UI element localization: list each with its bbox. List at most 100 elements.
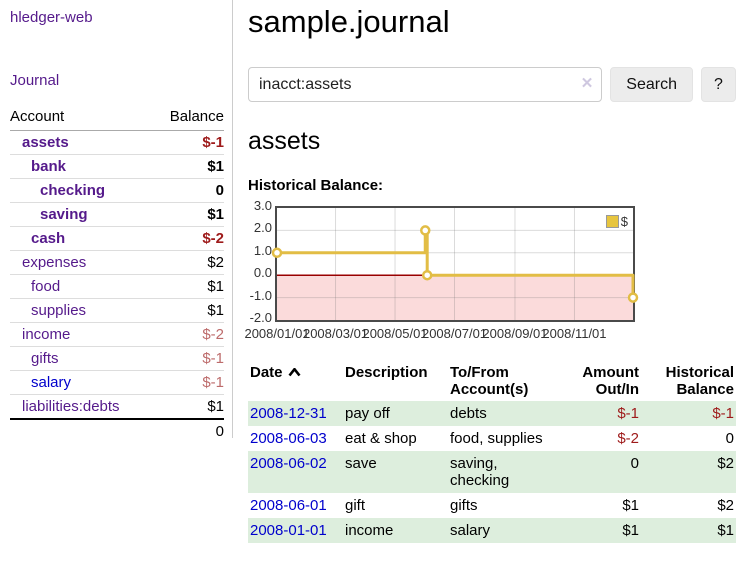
main-content: sample.journal ✕ Search ? assets Histori… <box>244 0 736 543</box>
register-table: Date Description To/From Account(s) Amou… <box>248 361 736 543</box>
accounts-header-balance: Balance <box>153 105 224 131</box>
chart-title: Historical Balance: <box>248 177 384 194</box>
transaction-date-link[interactable]: 2008-06-02 <box>250 455 327 472</box>
chart-legend: $ <box>605 214 628 229</box>
transaction-balance: $-1 <box>712 405 734 422</box>
y-axis-label: -1.0 <box>249 287 272 303</box>
accounts-header-account: Account <box>10 105 154 131</box>
account-row: supplies $1 <box>10 298 224 323</box>
account-row: expenses $2 <box>10 250 224 275</box>
account-balance: $1 <box>153 154 224 179</box>
account-row: bank $1 <box>10 154 224 179</box>
account-row: liabilities:debts $1 <box>10 394 224 419</box>
register-header-date: Date <box>248 361 345 401</box>
account-link-checking[interactable]: checking <box>40 182 106 199</box>
account-balance: $1 <box>153 274 224 299</box>
account-link-expenses[interactable]: expenses <box>22 254 87 271</box>
register-header-amount: Amount Out/In <box>582 364 639 398</box>
register-header-description: Description <box>345 364 428 381</box>
accounts-total-row: 0 <box>10 418 224 443</box>
historical-balance-chart: $ 3.0 2.0 1.0 0.0 -1.0 -2.0 2008/01/01 2008/03/… <box>244 199 736 344</box>
account-row: gifts $-1 <box>10 346 224 371</box>
y-axis-label: 1.0 <box>253 242 272 258</box>
transaction-balance: 0 <box>725 430 734 447</box>
transaction-description: eat & shop <box>345 430 417 447</box>
account-link-liabilities-debts[interactable]: liabilities:debts <box>22 398 120 415</box>
account-balance: $2 <box>153 250 224 275</box>
transaction-description: pay off <box>345 405 390 422</box>
transaction-balance: $1 <box>717 522 734 539</box>
legend-swatch-icon <box>605 215 619 228</box>
account-balance: 0 <box>153 178 224 203</box>
accounts-header-row: Account Balance <box>10 105 224 131</box>
x-axis-label: 2008/07/01 <box>421 326 488 341</box>
account-row: salary $-1 <box>10 370 224 395</box>
account-link-food[interactable]: food <box>31 278 61 295</box>
account-link-cash[interactable]: cash <box>31 230 66 247</box>
page-title: sample.journal <box>248 4 450 39</box>
register-row: 2008-01-01 income salary $1 $1 <box>248 518 736 543</box>
x-axis-label: 2008/09/01 <box>482 326 548 341</box>
sidebar-item-journal[interactable]: Journal <box>10 72 60 89</box>
x-axis-label: 2008/03/01 <box>302 326 369 341</box>
app-title-link[interactable]: hledger-web <box>10 9 93 26</box>
account-heading: assets <box>248 127 321 155</box>
transaction-amount: $1 <box>622 497 639 514</box>
account-link-supplies[interactable]: supplies <box>31 302 87 319</box>
account-link-saving[interactable]: saving <box>40 206 88 223</box>
transaction-date-link[interactable]: 2008-06-03 <box>250 430 327 447</box>
transaction-accounts: debts <box>450 405 487 422</box>
transaction-amount: $-2 <box>617 430 639 447</box>
transaction-date-link[interactable]: 2008-06-01 <box>250 497 327 514</box>
register-row: 2008-06-02 save saving, checking 0 $2 <box>248 451 736 493</box>
transaction-amount: 0 <box>630 455 639 472</box>
help-button[interactable]: ? <box>701 67 736 102</box>
account-balance: $-1 <box>153 346 224 371</box>
register-header-date-label: Date <box>250 364 283 381</box>
x-axis-label: 2008/05/01 <box>362 326 428 341</box>
transaction-balance: $2 <box>717 497 734 514</box>
register-header-row: Date Description To/From Account(s) Amou… <box>248 361 736 401</box>
transaction-date-link[interactable]: 2008-12-31 <box>250 405 327 422</box>
account-row: saving $1 <box>10 202 224 227</box>
sort-ascending-icon[interactable] <box>287 364 301 381</box>
x-axis-label: 2008/11/01 <box>542 326 607 341</box>
search-button[interactable]: Search <box>610 67 693 102</box>
accounts-table: Account Balance assets $-1 bank $1 check… <box>10 105 224 443</box>
account-row: income $-2 <box>10 322 224 347</box>
account-link-bank[interactable]: bank <box>31 158 67 175</box>
clear-search-icon[interactable]: ✕ <box>580 75 594 92</box>
account-row: checking 0 <box>10 178 224 203</box>
chart-plot: $ <box>271 206 639 322</box>
register-header-accounts: To/From Account(s) <box>450 364 529 398</box>
account-row: food $1 <box>10 274 224 299</box>
search-bar: ✕ Search ? <box>248 67 736 102</box>
accounts-total-value: 0 <box>153 418 224 443</box>
sidebar: hledger-web Journal Account Balance asse… <box>0 0 233 443</box>
y-axis-label: -2.0 <box>249 310 272 325</box>
account-link-gifts[interactable]: gifts <box>31 350 59 367</box>
account-balance: $1 <box>153 298 224 323</box>
transaction-description: gift <box>345 497 366 514</box>
transaction-date-link[interactable]: 2008-01-01 <box>250 522 327 539</box>
account-link-salary[interactable]: salary <box>31 374 72 391</box>
legend-label: $ <box>620 214 628 229</box>
x-axis-label: 2008/01/01 <box>244 326 310 341</box>
transaction-amount: $1 <box>622 522 639 539</box>
account-row: cash $-2 <box>10 226 224 251</box>
account-balance: $1 <box>153 394 224 419</box>
transaction-accounts: food, supplies <box>450 430 543 447</box>
y-axis-label: 0.0 <box>253 265 272 281</box>
transaction-description: save <box>345 455 377 472</box>
transaction-accounts: salary <box>450 522 491 539</box>
transaction-description: income <box>345 522 394 539</box>
account-link-assets[interactable]: assets <box>22 134 69 151</box>
y-axis-label: 2.0 <box>253 220 272 236</box>
chart-svg <box>271 208 639 320</box>
search-input[interactable] <box>248 67 603 102</box>
account-balance: $1 <box>153 202 224 227</box>
transaction-balance: $2 <box>717 455 734 472</box>
account-link-income[interactable]: income <box>22 326 71 343</box>
register-header-balance: Historical Balance <box>665 364 734 398</box>
account-balance: $-1 <box>153 370 224 395</box>
